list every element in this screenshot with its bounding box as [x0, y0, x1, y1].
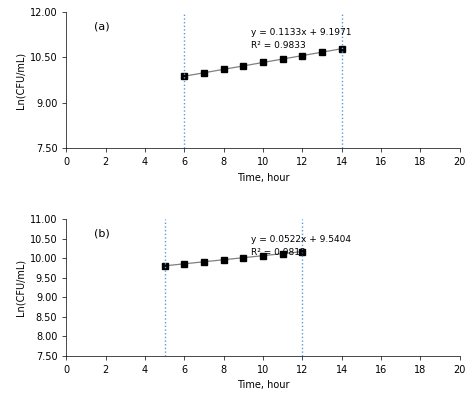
Y-axis label: Ln(CFU/mL): Ln(CFU/mL) [16, 259, 26, 316]
Text: (b): (b) [94, 229, 109, 239]
X-axis label: Time, hour: Time, hour [237, 173, 289, 183]
Text: y = 0.0522x + 9.5404
R² = 0.9812: y = 0.0522x + 9.5404 R² = 0.9812 [251, 235, 351, 257]
Text: y = 0.1133x + 9.1971
R² = 0.9833: y = 0.1133x + 9.1971 R² = 0.9833 [251, 28, 352, 50]
Y-axis label: Ln(CFU/mL): Ln(CFU/mL) [16, 51, 26, 109]
Text: (a): (a) [94, 21, 109, 31]
X-axis label: Time, hour: Time, hour [237, 380, 289, 390]
